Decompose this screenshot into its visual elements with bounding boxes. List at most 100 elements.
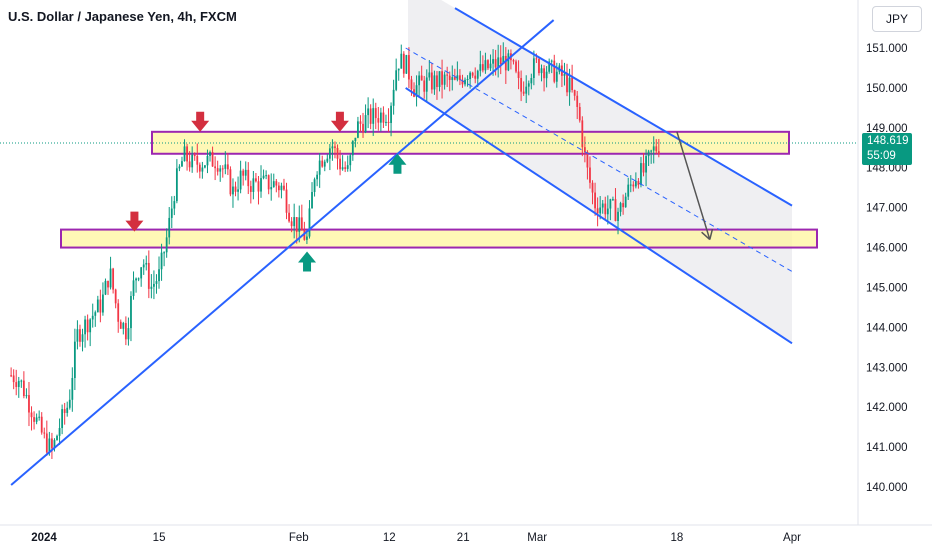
candle [364, 104, 367, 134]
candle-body [535, 58, 538, 60]
candle-body [221, 168, 224, 170]
last-price-badge: 148.619 55:09 [862, 133, 912, 165]
candle [318, 153, 321, 188]
candle-body [433, 75, 436, 90]
candle [583, 136, 586, 163]
candle [489, 54, 492, 71]
candle-body [142, 264, 145, 268]
candle-body [91, 315, 94, 320]
candle-body [571, 77, 574, 91]
price-tick-label: 142.000 [866, 402, 908, 414]
candle [165, 228, 168, 258]
candle-body [405, 55, 408, 74]
candle [425, 69, 428, 103]
candle-body [288, 212, 290, 222]
candle-body [68, 399, 71, 408]
candle [647, 149, 650, 166]
candle-body [153, 283, 155, 287]
candle [640, 156, 642, 188]
candle-body [272, 181, 275, 188]
candle [619, 201, 622, 217]
candle-body [163, 252, 166, 254]
candle [481, 55, 484, 73]
candle [379, 107, 382, 132]
candle [112, 267, 115, 294]
candle-body [331, 146, 334, 149]
candle [339, 150, 341, 176]
candle-body [520, 77, 523, 92]
candle [22, 371, 25, 399]
candle [428, 59, 431, 81]
candle-body [247, 169, 250, 187]
candle-body [242, 170, 245, 176]
candle [270, 173, 273, 201]
candle-body [198, 164, 201, 172]
candle [515, 59, 517, 74]
candle-body [188, 161, 191, 168]
candle-body [191, 154, 194, 168]
candle-body [576, 95, 579, 107]
candle [548, 58, 551, 74]
candle [142, 259, 145, 275]
candle [293, 203, 296, 239]
candle [244, 161, 247, 181]
candle [609, 198, 612, 221]
candle-body [589, 167, 591, 183]
candle-body [377, 118, 380, 123]
candle-body [476, 70, 479, 79]
time-tick-label: 12 [383, 532, 396, 544]
candle [127, 317, 130, 346]
candle-body [581, 120, 584, 148]
candle-body [594, 192, 596, 209]
candle-body [79, 329, 81, 342]
candle-body [606, 208, 609, 215]
candle-body [10, 375, 13, 377]
candle [390, 102, 392, 137]
candle-body [109, 268, 112, 288]
candle [109, 256, 112, 290]
candle-body [425, 77, 428, 92]
candle [553, 54, 556, 84]
candle [405, 54, 408, 74]
candle [89, 318, 92, 347]
candle-body [170, 208, 173, 218]
price-axis[interactable]: 151.000 150.000 149.000 148.000 147.000 146.0… [866, 43, 908, 494]
candle [237, 176, 239, 201]
candle-body [51, 438, 53, 449]
candle [591, 180, 594, 205]
candle-body [351, 141, 354, 156]
candle-body [234, 186, 237, 192]
candle-body [349, 155, 352, 166]
candle [323, 159, 326, 172]
currency-button[interactable]: JPY [872, 6, 922, 32]
candle-body [219, 168, 222, 172]
candle [313, 177, 316, 197]
candle [395, 58, 398, 92]
candle [652, 136, 655, 164]
candle-body [311, 191, 313, 209]
candle [578, 102, 581, 123]
candle [456, 61, 459, 82]
candle-body [609, 199, 612, 209]
candle [525, 75, 528, 104]
candle [512, 58, 515, 65]
candle-body [645, 156, 647, 173]
candle-body [622, 203, 625, 208]
candle [160, 243, 163, 281]
price-tick-label: 151.000 [866, 43, 908, 55]
candle [119, 319, 122, 329]
candle-body [612, 199, 614, 201]
candle-body [502, 55, 505, 64]
candle-body [318, 160, 321, 175]
candle-body [290, 221, 293, 227]
candle [369, 104, 372, 130]
candle-body [596, 208, 599, 214]
candle [229, 166, 232, 197]
candle-body [461, 79, 464, 85]
candle-body [119, 321, 122, 329]
candle-body [130, 295, 132, 329]
time-axis[interactable]: 2024 15 Feb 12 21 Mar 18 Apr [31, 532, 801, 544]
candle [163, 251, 166, 267]
